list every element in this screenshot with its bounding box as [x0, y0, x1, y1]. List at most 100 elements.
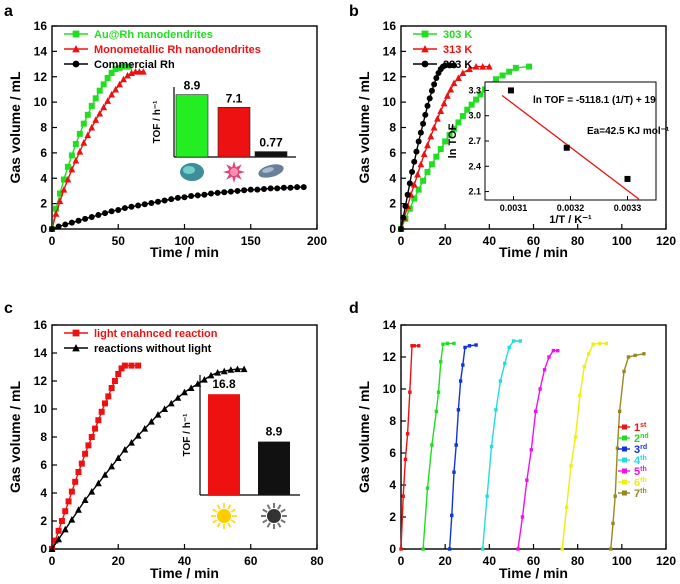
y-tick-label: 6 [40, 458, 47, 472]
data-point [82, 215, 89, 222]
data-point [451, 125, 457, 132]
data-point [201, 191, 208, 198]
inset-y-tick-label: 2.7 [468, 136, 481, 146]
data-point [154, 411, 162, 418]
data-point [642, 352, 646, 356]
data-point [431, 81, 438, 88]
x-tick-label: 20 [112, 554, 126, 568]
data-point [78, 460, 85, 467]
inset-x-tick-label: 0.0033 [614, 203, 642, 213]
bar [208, 394, 240, 495]
data-point [472, 63, 480, 70]
data-point [447, 85, 455, 93]
data-point [274, 185, 281, 192]
y-tick-label: 8 [389, 414, 396, 428]
y-tick-label: 12 [383, 350, 397, 364]
data-point [430, 443, 434, 447]
data-point [405, 432, 410, 436]
data-point [569, 464, 573, 468]
sun-ray [230, 508, 236, 513]
data-point [633, 353, 637, 358]
data-point [168, 196, 175, 203]
data-point [65, 498, 72, 505]
rh-particle-icon [223, 161, 245, 183]
data-point [512, 64, 519, 71]
legend-label-sup: th [640, 488, 647, 495]
data-point [424, 102, 431, 109]
inset-data-point [624, 175, 631, 182]
data-point [60, 176, 67, 183]
data-point [84, 131, 92, 139]
data-point [404, 191, 411, 198]
data-point [542, 368, 547, 372]
y-tick-label: 4 [40, 486, 47, 500]
data-point [410, 344, 414, 348]
data-point [120, 63, 127, 70]
data-point [494, 408, 498, 412]
y-tick-label: 8 [389, 121, 396, 135]
commercial-rh-particle-icon [258, 164, 284, 178]
inset-data-point [563, 144, 570, 151]
data-point [121, 362, 128, 369]
legend-marker [72, 30, 80, 38]
data-point [111, 378, 118, 384]
data-point [547, 355, 551, 359]
y-tick-label: 6 [389, 146, 396, 160]
data-point [294, 184, 301, 191]
data-point [434, 409, 439, 414]
data-point [598, 341, 602, 346]
data-point [473, 96, 480, 103]
data-point [615, 446, 620, 450]
data-point [261, 186, 267, 193]
data-point [587, 352, 591, 356]
data-point [62, 508, 69, 515]
data-point [140, 68, 147, 75]
data-point [116, 80, 123, 88]
data-point [55, 223, 62, 230]
y-tick-label: 6 [40, 146, 47, 160]
data-point [511, 339, 516, 343]
data-point [481, 547, 485, 551]
panel-a-axes: 0 50 100 150 200 0 2 4 6 8 10 12 14 16 Time / min Gas v… [7, 19, 327, 260]
data-point [467, 344, 472, 348]
data-point [68, 219, 75, 226]
x-axis-label: Time / min [499, 244, 568, 260]
sun-light-on-icon [211, 503, 237, 529]
data-point [147, 418, 155, 425]
data-point [214, 189, 221, 196]
bar [258, 441, 290, 495]
y-tick-label: 10 [34, 95, 48, 109]
y-axis-label: Gas volume / mL [7, 381, 23, 493]
data-point [174, 394, 182, 401]
data-point [128, 439, 135, 446]
sun-ray [277, 522, 282, 528]
panel-a-inset: TOF / h⁻¹ 8.9 7.1 0.77 [152, 79, 296, 183]
x-tick-label: 60 [527, 554, 541, 568]
data-point [458, 379, 463, 383]
data-point [538, 387, 542, 391]
data-point [485, 494, 489, 498]
sun-ray [227, 504, 232, 510]
data-point [439, 360, 443, 364]
panel-d-axes: 0 20 40 60 80 100 120 0 2 4 6 8 10 12 14 Time / min Gas … [356, 318, 676, 581]
bar-value-label: 0.77 [259, 136, 283, 150]
data-point [161, 405, 169, 412]
y-tick-label: 0 [389, 542, 396, 556]
data-point [443, 92, 451, 99]
inset-y-tick-label: 2.1 [468, 187, 481, 197]
data-point [411, 195, 418, 202]
data-point [82, 450, 89, 457]
data-point [68, 165, 76, 173]
data-point [194, 192, 201, 199]
x-tick-label: 80 [571, 554, 585, 568]
y-tick-label: 12 [383, 70, 397, 84]
sun-ray [266, 522, 271, 528]
data-point [425, 486, 430, 490]
fit-line [501, 94, 640, 200]
legend-marker [72, 329, 80, 337]
data-point [410, 180, 418, 188]
legend-marker [72, 45, 80, 53]
data-point [52, 205, 59, 212]
panel-c-legend: light enahnced reaction reactions without… [64, 328, 218, 355]
data-point [452, 470, 456, 474]
